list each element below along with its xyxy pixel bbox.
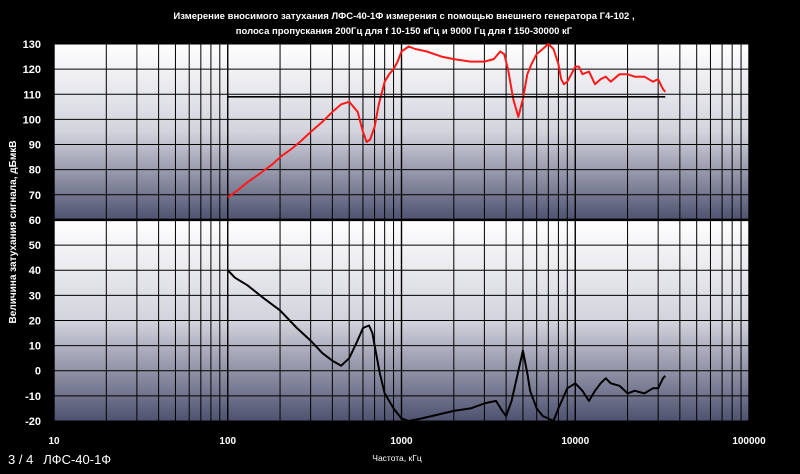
slide-counter: 3 / 4 [8, 452, 34, 467]
x-tick-label: 100 [219, 436, 236, 447]
series-layer [227, 43, 667, 422]
x-axis-label: Частота, кГц [372, 453, 422, 463]
chart-title-line-2: полоса пропускания 200Гц для f 10-150 кГ… [236, 26, 573, 37]
slide-caption: 3 / 4 ЛФС-40-1Ф [8, 452, 111, 467]
slide-name: ЛФС-40-1Ф [43, 452, 112, 467]
y-tick-label: 50 [29, 240, 41, 252]
y-tick-label: 20 [29, 315, 41, 327]
y-tick-label: 30 [29, 290, 41, 302]
y-tick-label: 10 [29, 341, 41, 353]
y-tick-label: 120 [23, 64, 41, 76]
x-tick-label: 100000 [732, 436, 766, 447]
x-tick-label: 1000 [390, 436, 413, 447]
y-tick-label: 0 [35, 366, 41, 378]
y-axis-label: Величина затухания сигнала, дБмкВ [8, 141, 19, 324]
y-tick-label: 80 [29, 165, 41, 177]
y-tick-label: 90 [29, 140, 41, 152]
series-line-2 [227, 269, 667, 422]
chart-title-line-1: Измерение вносимого затухания ЛФС-40-1Ф … [173, 11, 634, 22]
y-tick-label: -20 [25, 416, 41, 428]
y-tick-label: -10 [25, 391, 41, 403]
y-tick-label: 40 [29, 265, 41, 277]
y-tick-label: 60 [29, 215, 41, 227]
y-tick-label: 110 [23, 89, 41, 101]
grid [53, 43, 750, 422]
series-line-1 [227, 43, 667, 199]
y-tick-label: 130 [23, 39, 41, 51]
y-tick-label: 70 [29, 190, 41, 202]
y-tick-label: 100 [23, 114, 41, 126]
x-tick-label: 10000 [561, 436, 589, 447]
x-tick-label: 10 [48, 436, 60, 447]
